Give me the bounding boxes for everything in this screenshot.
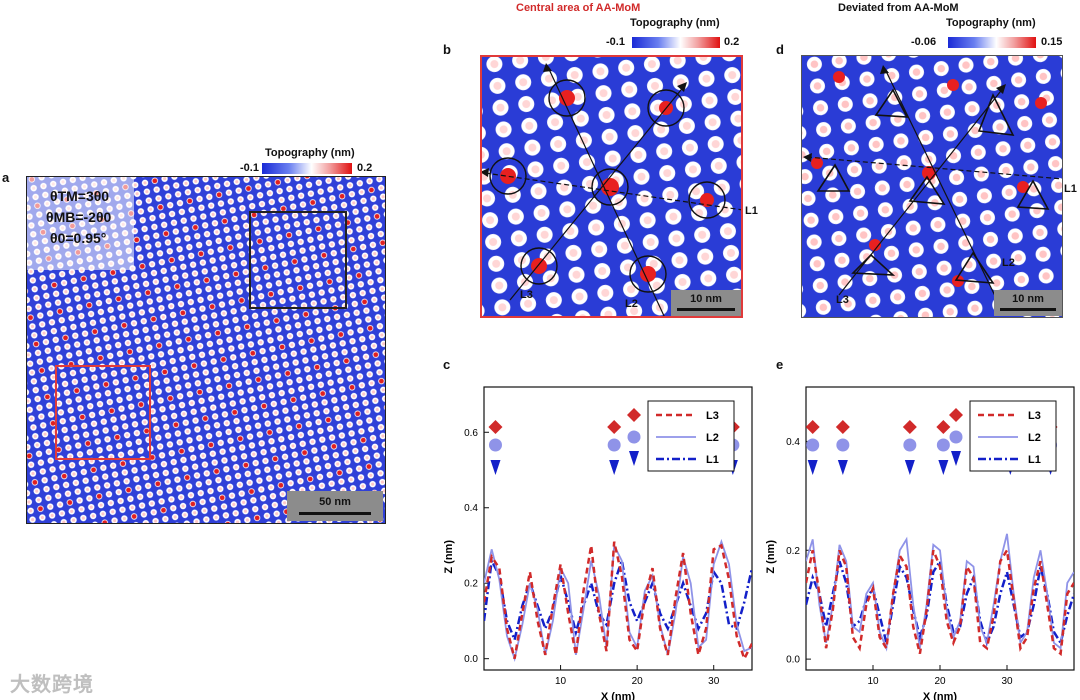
panel-b-header: Central area of AA-MoM — [516, 2, 641, 14]
panel-letter-b: b — [443, 42, 451, 57]
panel-d-header: Deviated from AA-MoM — [838, 2, 959, 14]
panel-d-scale-text: 10 nm — [1012, 293, 1044, 305]
panel-d-topography-image — [801, 55, 1063, 318]
panel-a-colorbar — [262, 163, 352, 174]
legend-diamond-marker — [627, 408, 641, 422]
panel-b-label-L1: L1 — [745, 205, 758, 217]
series-line-L3 — [484, 541, 752, 662]
panel-d-label-L3: L3 — [836, 294, 849, 306]
panel-b-colorbar — [632, 37, 720, 48]
y-tick-label: 0.0 — [786, 655, 800, 666]
x-tick-label: 20 — [632, 676, 644, 687]
x-tick-label: 30 — [1001, 676, 1013, 687]
y-tick-label: 0.0 — [464, 654, 478, 665]
triangle-marker — [904, 460, 915, 475]
diamond-marker — [902, 420, 917, 434]
legend-label-L1: L1 — [1028, 454, 1041, 466]
triangle-marker — [609, 460, 620, 475]
legend-box — [647, 400, 735, 472]
legend-label-L2: L2 — [706, 432, 719, 444]
watermark: 大数跨境 — [10, 674, 94, 696]
diamond-marker — [835, 420, 850, 434]
panel-e-line-chart: 10 20 30 0.0 0.2 0.4 X (nm) Z (nm) L3 L2 L1 — [765, 386, 1075, 700]
panel-d-colorbar — [948, 37, 1036, 48]
triangle-marker — [490, 460, 501, 475]
circle-marker — [836, 438, 850, 452]
diamond-marker — [607, 420, 622, 434]
y-tick-label: 0.4 — [464, 503, 478, 514]
circle-marker — [488, 438, 502, 452]
y-tick-label: 0.2 — [464, 579, 478, 590]
legend-triangle-marker — [629, 451, 639, 466]
panel-a-red-box — [55, 365, 151, 460]
series-line-L3 — [806, 546, 1074, 657]
panel-a-topography-image — [26, 176, 386, 524]
panel-d-scalebar: 10 nm — [994, 290, 1062, 316]
circle-marker — [903, 438, 917, 452]
panel-c-line-chart: 10 20 30 0.0 0.2 0.4 0.6 X (nm) Z (nm) L3 L2 L1 — [443, 386, 753, 700]
panel-a-cbar-min: -0.1 — [240, 162, 259, 174]
legend-circle-marker — [949, 430, 963, 444]
panel-b-cbar-title: Topography (nm) — [630, 17, 720, 29]
panel-b-label-L3: L3 — [520, 289, 533, 301]
panel-b-scale-line — [677, 308, 735, 311]
triangle-marker — [938, 460, 949, 475]
legend-diamond-marker — [949, 408, 963, 422]
triangle-marker — [807, 460, 818, 475]
circle-marker — [607, 438, 621, 452]
circle-marker — [936, 438, 950, 452]
panel-b-cbar-max: 0.2 — [724, 36, 740, 48]
panel-d-cbar-max: 0.15 — [1041, 36, 1063, 48]
panel-d-cbar-min: -0.06 — [911, 36, 937, 48]
x-axis-label: X (nm) — [601, 691, 636, 700]
panel-b-red-frame — [480, 55, 743, 318]
y-tick-label: 0.4 — [786, 437, 800, 448]
legend-label-L3: L3 — [1028, 410, 1041, 422]
panel-a-cbar-max: 0.2 — [357, 162, 373, 174]
panel-letter-a: a — [2, 170, 10, 185]
panel-letter-e: e — [776, 357, 784, 372]
panel-a-theta-mb: θMB=-2θ0 — [46, 209, 112, 225]
legend-label-L1: L1 — [706, 454, 719, 466]
diamond-marker — [805, 420, 820, 434]
panel-letter-c: c — [443, 357, 451, 372]
panel-a-scale-line — [299, 512, 371, 515]
panel-b-topography-image — [480, 55, 743, 318]
panel-b-scalebar: 10 nm — [671, 290, 741, 316]
legend-box — [969, 400, 1057, 472]
legend-label-L2: L2 — [1028, 432, 1041, 444]
panel-letter-d: d — [776, 42, 784, 57]
triangle-marker — [837, 460, 848, 475]
legend-label-L3: L3 — [706, 410, 719, 422]
x-axis-label: X (nm) — [923, 691, 958, 700]
panel-d-label-L2: L2 — [1002, 257, 1015, 269]
y-tick-label: 0.6 — [464, 428, 478, 439]
panel-a-scale-text: 50 nm — [319, 496, 351, 508]
panel-b-label-L2: L2 — [625, 298, 638, 310]
x-tick-label: 10 — [555, 676, 567, 687]
diamond-marker — [488, 420, 503, 434]
panel-a-scalebar: 50 nm — [287, 491, 383, 521]
panel-a-theta-tm: θTM=3θ0 — [50, 188, 110, 204]
panel-a-theta0: θ0=0.95° — [50, 230, 107, 246]
panel-b-scale-text: 10 nm — [690, 293, 722, 305]
panel-b-cbar-min: -0.1 — [606, 36, 625, 48]
panel-a-black-box — [249, 211, 347, 309]
circle-marker — [806, 438, 820, 452]
y-tick-label: 0.2 — [786, 546, 800, 557]
panel-d-scale-line — [1000, 308, 1056, 311]
y-axis-label: Z (nm) — [443, 540, 455, 574]
legend-circle-marker — [627, 430, 641, 444]
panel-d-cbar-title: Topography (nm) — [946, 17, 1036, 29]
panel-a-cbar-title: Topography (nm) — [265, 147, 355, 159]
panel-d-label-L1: L1 — [1064, 183, 1077, 195]
diamond-marker — [936, 420, 951, 434]
x-tick-label: 30 — [708, 676, 720, 687]
legend-triangle-marker — [951, 451, 961, 466]
x-tick-label: 20 — [934, 676, 946, 687]
x-tick-label: 10 — [867, 676, 879, 687]
y-axis-label: Z (nm) — [765, 540, 777, 574]
